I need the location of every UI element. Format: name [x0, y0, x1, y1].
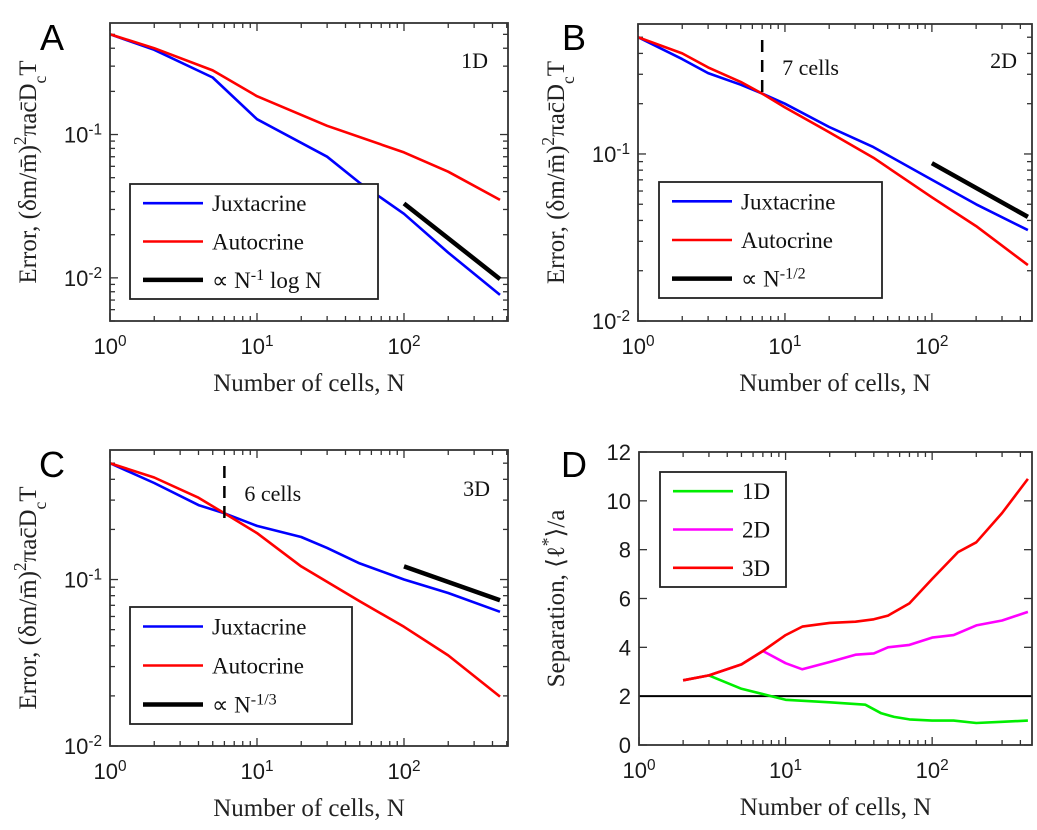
- x-tick-label: 102: [915, 333, 948, 360]
- annotation-label: 7 cells: [782, 55, 839, 80]
- series-line-2: [402, 201, 502, 281]
- y-tick-label: 8: [619, 538, 631, 563]
- y-tick-label: 12: [607, 440, 631, 465]
- y-tick-label: 0: [619, 733, 631, 758]
- y-tick-label: 10-2: [64, 264, 102, 291]
- y-tick-label: 10: [607, 489, 631, 514]
- panel-A: A 100 101 102 10-1 10-2 Number of cells, N Erro…: [10, 17, 509, 397]
- legend-label: 1D: [742, 479, 770, 504]
- x-tick-label: 102: [387, 333, 420, 360]
- y-tick-label: 6: [619, 587, 631, 612]
- y-axis-label: Error, (δm/m̄)2πac̄DcT: [10, 60, 50, 283]
- y-tick-label: 10-1: [592, 140, 630, 167]
- plot-area: [110, 33, 502, 296]
- panel-letter: A: [40, 17, 64, 58]
- dimension-label: 3D: [463, 476, 490, 501]
- x-tick-label: 100: [93, 333, 126, 360]
- legend-label: ∝ N-1/3: [212, 691, 277, 718]
- x-tick-label: 101: [768, 333, 801, 360]
- legend-label: Autocrine: [741, 228, 833, 253]
- legend-label: 2D: [742, 518, 770, 543]
- legend-label: Juxtacrine: [741, 189, 836, 214]
- series-line-0: [110, 33, 501, 296]
- y-axis-label: Separation, ⟨ℓ*⟩/a: [538, 510, 570, 688]
- x-tick-label: 100: [93, 758, 126, 785]
- legend-label: ∝ N-1 log N: [212, 266, 322, 293]
- x-axis-label: Number of cells, N: [740, 794, 932, 821]
- dimension-label: 1D: [461, 48, 488, 73]
- legend-label: Juxtacrine: [212, 615, 307, 640]
- series-line-1: [110, 461, 501, 698]
- axes-box: [109, 449, 509, 747]
- panel-D: D 100 101 102 0 2 4 6 8 10 12 Number of cells, N Sep…: [538, 440, 1033, 821]
- x-tick-label: 101: [240, 333, 273, 360]
- legend: 1D 2D 3D: [659, 471, 787, 588]
- legend-label: ∝ N-1/2: [741, 265, 806, 292]
- y-axis-label: Error, (δm/m̄)2πac̄DcT: [538, 61, 578, 284]
- plot-area: [639, 478, 1032, 725]
- series-line-0: [682, 674, 1028, 725]
- axes-box: [638, 451, 1033, 746]
- series-line-2: [403, 564, 501, 603]
- panel-letter: C: [39, 444, 65, 485]
- legend: Juxtacrine Autocrine ∝ N-1 log N: [129, 183, 379, 300]
- panel-C: C 100 101 102 10-1 10-2 Number of cells, N Erro…: [10, 444, 509, 822]
- y-tick-label: 10-2: [592, 308, 630, 335]
- y-tick-label: 10-1: [64, 566, 102, 593]
- y-tick-label: 2: [619, 684, 631, 709]
- legend-label: Autocrine: [212, 654, 304, 679]
- axes-box: [109, 22, 509, 322]
- x-tick-label: 100: [621, 333, 654, 360]
- x-axis-label: Number of cells, N: [739, 370, 931, 397]
- series-line-1: [638, 35, 1029, 267]
- legend-label: Juxtacrine: [212, 191, 307, 216]
- x-tick-label: 100: [622, 757, 655, 784]
- axes-box: [637, 23, 1033, 322]
- x-tick-label: 102: [916, 757, 949, 784]
- panel-letter: D: [561, 444, 587, 485]
- series-line-2: [682, 478, 1029, 682]
- y-tick-label: 4: [619, 635, 631, 660]
- y-tick-label: 10-2: [64, 733, 102, 760]
- plot-area: [110, 461, 501, 698]
- x-tick-label: 101: [240, 758, 273, 785]
- series-line-0: [110, 462, 501, 614]
- x-axis-label: Number of cells, N: [213, 370, 405, 397]
- x-tick-label: 101: [769, 757, 802, 784]
- y-axis-label: Error, (δm/m̄)2πac̄DcT: [10, 486, 50, 709]
- legend-label: 3D: [742, 556, 770, 581]
- legend-label: Autocrine: [212, 230, 304, 255]
- legend: Juxtacrine Autocrine ∝ N-1/3: [129, 606, 353, 725]
- plot-area: [638, 35, 1029, 267]
- x-axis-label: Number of cells, N: [213, 795, 405, 822]
- panel-B: B 100 101 102 10-1 10-2 Number of cells, N Erro…: [538, 17, 1033, 397]
- y-tick-label: 10-1: [64, 121, 102, 148]
- series-line-2: [930, 161, 1029, 219]
- x-tick-label: 102: [387, 758, 420, 785]
- series-line-0: [638, 36, 1029, 232]
- legend: Juxtacrine Autocrine ∝ N-1/2: [658, 181, 883, 299]
- panel-letter: B: [562, 17, 586, 58]
- dimension-label: 2D: [990, 48, 1017, 73]
- annotation-label: 6 cells: [244, 481, 301, 506]
- series-line-1: [110, 33, 501, 202]
